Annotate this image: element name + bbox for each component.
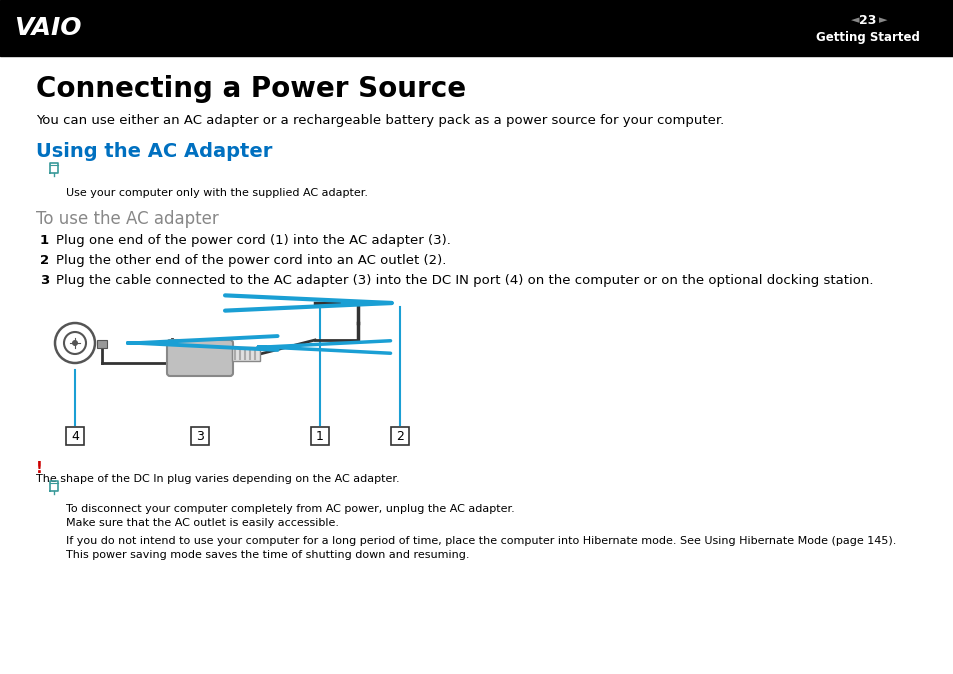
Bar xyxy=(311,427,329,445)
Bar xyxy=(97,340,107,348)
Text: Make sure that the AC outlet is easily accessible.: Make sure that the AC outlet is easily a… xyxy=(66,518,338,528)
Bar xyxy=(66,427,84,445)
FancyBboxPatch shape xyxy=(167,340,233,376)
Text: 23: 23 xyxy=(859,13,876,26)
Text: !: ! xyxy=(36,461,43,476)
Text: Plug one end of the power cord (1) into the AC adapter (3).: Plug one end of the power cord (1) into … xyxy=(56,234,451,247)
Text: 1: 1 xyxy=(40,234,49,247)
Text: ►: ► xyxy=(878,15,886,25)
Bar xyxy=(0,0,953,56)
Text: 2: 2 xyxy=(40,254,49,267)
Text: 3: 3 xyxy=(40,274,50,287)
Text: To use the AC adapter: To use the AC adapter xyxy=(36,210,218,228)
Text: Plug the cable connected to the AC adapter (3) into the DC IN port (4) on the co: Plug the cable connected to the AC adapt… xyxy=(56,274,873,287)
Text: VAIO: VAIO xyxy=(14,16,81,40)
Text: Connecting a Power Source: Connecting a Power Source xyxy=(36,75,466,103)
Text: Using the AC Adapter: Using the AC Adapter xyxy=(36,142,273,161)
Text: 4: 4 xyxy=(71,429,79,443)
Text: The shape of the DC In plug varies depending on the AC adapter.: The shape of the DC In plug varies depen… xyxy=(36,474,399,484)
Bar xyxy=(232,347,260,361)
Text: Use your computer only with the supplied AC adapter.: Use your computer only with the supplied… xyxy=(66,188,368,198)
Text: ◄: ◄ xyxy=(850,15,859,25)
Text: If you do not intend to use your computer for a long period of time, place the c: If you do not intend to use your compute… xyxy=(66,536,896,546)
Text: 1: 1 xyxy=(315,429,324,443)
Text: You can use either an AC adapter or a rechargeable battery pack as a power sourc: You can use either an AC adapter or a re… xyxy=(36,114,723,127)
Bar xyxy=(191,427,209,445)
Text: Getting Started: Getting Started xyxy=(815,32,919,44)
Text: To disconnect your computer completely from AC power, unplug the AC adapter.: To disconnect your computer completely f… xyxy=(66,504,515,514)
Text: 3: 3 xyxy=(196,429,204,443)
Text: This power saving mode saves the time of shutting down and resuming.: This power saving mode saves the time of… xyxy=(66,550,469,560)
Bar xyxy=(391,427,409,445)
Circle shape xyxy=(71,340,78,346)
Text: 2: 2 xyxy=(395,429,403,443)
Text: Plug the other end of the power cord into an AC outlet (2).: Plug the other end of the power cord int… xyxy=(56,254,446,267)
